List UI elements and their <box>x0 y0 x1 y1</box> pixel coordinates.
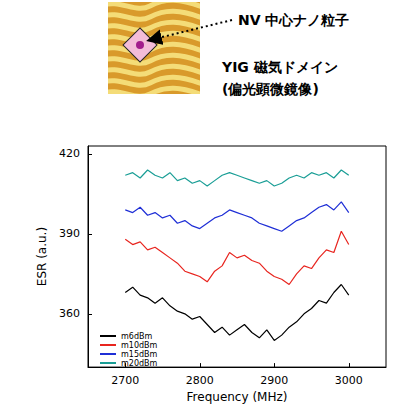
svg-text:(偏光顕微鏡像): (偏光顕微鏡像) <box>222 81 319 97</box>
svg-text:2700: 2700 <box>111 374 139 387</box>
svg-text:390: 390 <box>59 227 80 240</box>
svg-text:m6dBm: m6dBm <box>121 332 152 341</box>
svg-text:360: 360 <box>59 307 80 320</box>
svg-text:2900: 2900 <box>260 374 288 387</box>
svg-text:Frequency (MHz): Frequency (MHz) <box>187 390 288 404</box>
svg-text:3000: 3000 <box>335 374 363 387</box>
svg-text:2800: 2800 <box>186 374 214 387</box>
svg-text:m10dBm: m10dBm <box>121 341 158 350</box>
svg-text:m20dBm: m20dBm <box>121 359 158 368</box>
svg-text:YIG 磁気ドメイン: YIG 磁気ドメイン <box>221 59 338 75</box>
svg-text:420: 420 <box>59 147 80 160</box>
svg-text:ESR (a.u.): ESR (a.u.) <box>35 227 49 286</box>
svg-text:NV 中心ナノ粒子: NV 中心ナノ粒子 <box>238 12 349 28</box>
svg-text:m15dBm: m15dBm <box>121 350 158 359</box>
